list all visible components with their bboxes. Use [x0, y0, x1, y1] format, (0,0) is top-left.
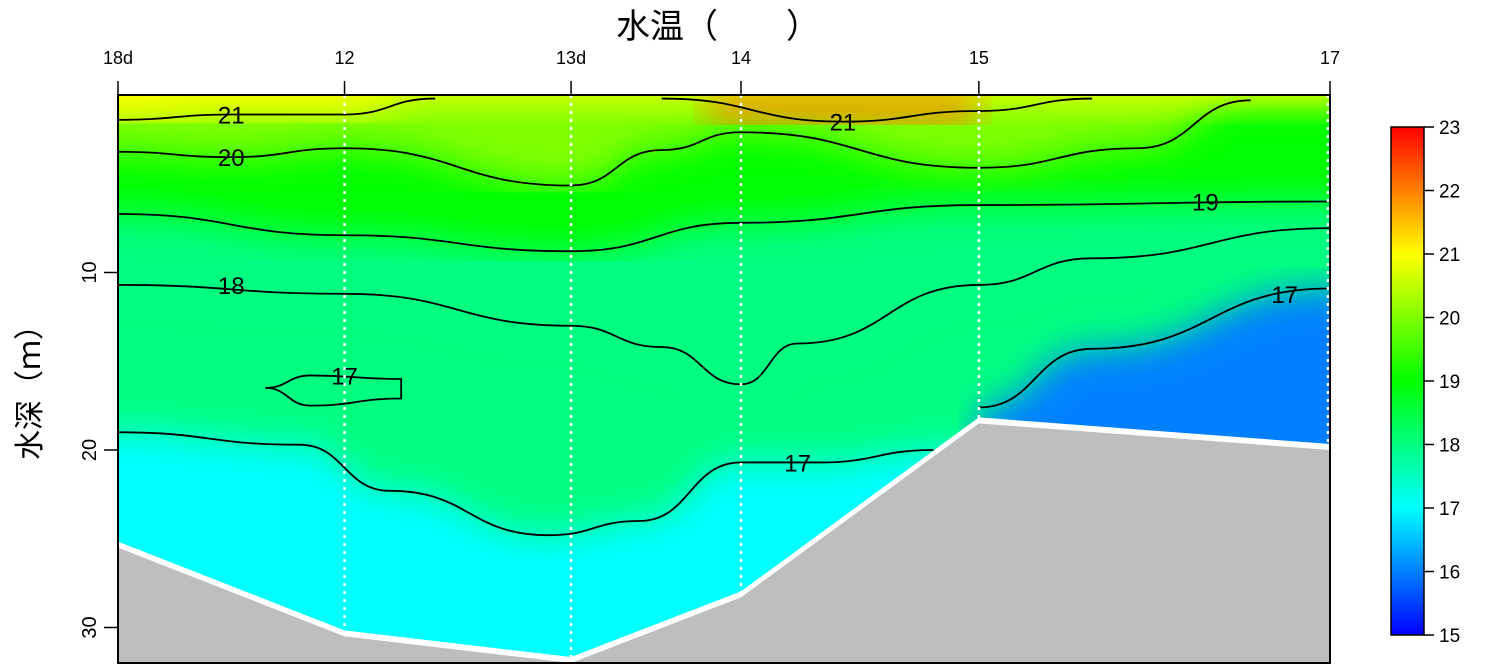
plot-area: 21 21 20 19 18 17 17 17 18d 12 13d 14 15 17 10 20 30	[79, 48, 1340, 664]
contour-label-20: 20	[218, 145, 245, 172]
colorbar-tick-label: 21	[1439, 245, 1460, 266]
contour-label-17: 17	[784, 450, 811, 477]
contour-line-17	[978, 287, 1330, 409]
station-label: 13d	[556, 48, 586, 68]
contour-line-21	[661, 97, 1093, 123]
contour-line-17	[118, 431, 934, 537]
station-lines	[343, 95, 1330, 663]
field-band-20	[118, 95, 1330, 186]
contour-label-21: 21	[218, 103, 245, 130]
y-tick-label: 20	[79, 439, 101, 461]
colorbar-tick-label: 22	[1439, 182, 1460, 203]
colorbar-fill	[1390, 126, 1425, 636]
station-label: 15	[969, 48, 989, 68]
colorbar-tick-label: 23	[1439, 118, 1460, 139]
left-axis: 10 20 30	[79, 261, 118, 639]
top-axis: 18d 12 13d 14 15 17	[103, 48, 1340, 95]
colorbar-ticks: 15 16 17 18 19 20 21 22 23	[1424, 118, 1460, 647]
chart-title: 水温（ ）	[616, 8, 820, 46]
station-label: 18d	[103, 48, 133, 68]
contour-label-21: 21	[830, 110, 857, 137]
plot-frame	[117, 94, 1331, 664]
seabed	[118, 423, 1330, 663]
colorbar-tick-label: 16	[1439, 563, 1460, 584]
contour-labels: 21 21 20 19 18 17 17 17	[218, 103, 1298, 478]
seabed-mask	[118, 417, 1330, 663]
station-label: 17	[1320, 48, 1340, 68]
contour-line-21	[118, 97, 436, 121]
contour-line-19	[118, 200, 1330, 253]
y-tick-label: 30	[79, 616, 101, 638]
contour-label-19: 19	[1192, 190, 1219, 217]
contour-label-18: 18	[218, 273, 245, 300]
colorbar: 15 16 17 18 19 20 21 22 23	[1390, 118, 1460, 647]
colorbar-tick-label: 20	[1439, 309, 1460, 330]
colorbar-tick-label: 15	[1439, 626, 1460, 647]
y-axis-label: 水深（ｍ）	[14, 310, 47, 460]
colorbar-tick-label: 18	[1439, 436, 1460, 457]
colorbar-tick-label: 19	[1439, 372, 1460, 393]
colorbar-tick-label: 17	[1439, 499, 1460, 520]
station-label: 14	[731, 48, 751, 68]
contour-line-17	[265, 374, 403, 407]
contour-label-17: 17	[331, 363, 358, 390]
contour-line-20	[118, 99, 1251, 187]
field-band-21	[118, 95, 1330, 120]
contour-label-17: 17	[1271, 282, 1298, 309]
station-label: 12	[335, 48, 355, 68]
y-tick-label: 10	[79, 261, 101, 283]
